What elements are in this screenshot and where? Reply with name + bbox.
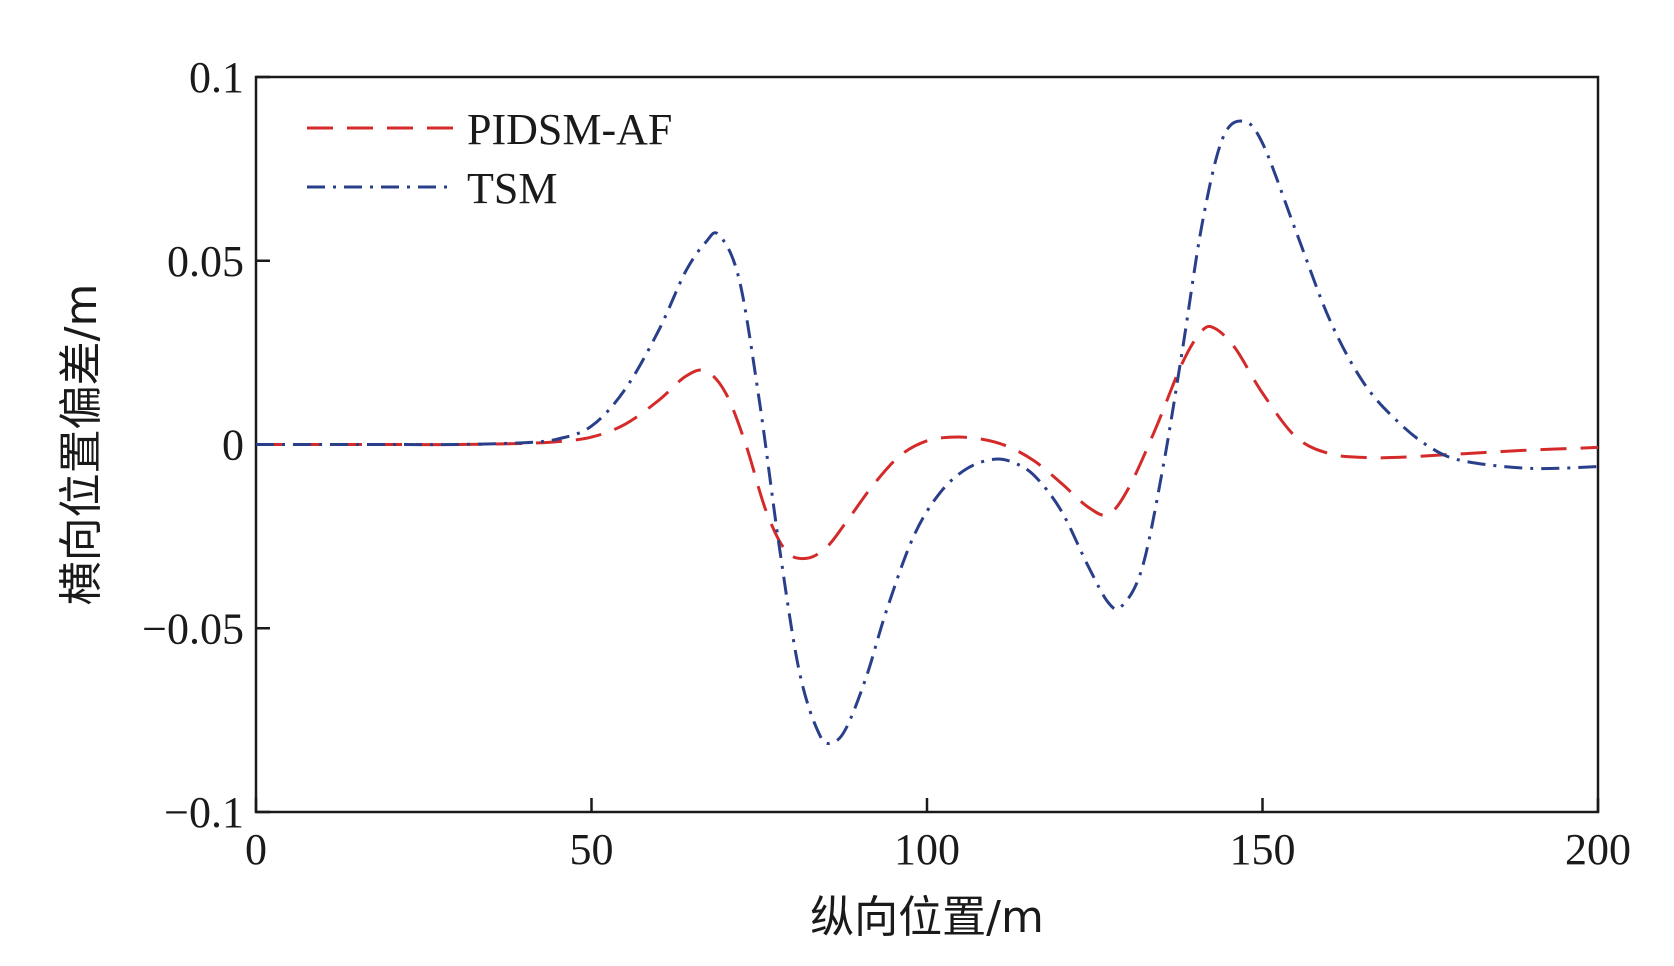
y-axis: 0.1 0.05 0 −0.05 −0.1 [142, 53, 270, 837]
x-tick-label: 50 [570, 825, 614, 874]
y-tick-label: 0.05 [167, 237, 244, 286]
y-tick-label: −0.1 [164, 788, 244, 837]
x-tick-label: 0 [245, 825, 267, 874]
legend-label-tsm: TSM [467, 164, 557, 213]
y-tick-label: 0 [222, 421, 244, 470]
x-axis-title: 纵向位置/m [810, 892, 1044, 943]
legend-label-pidsm-af: PIDSM-AF [467, 105, 672, 154]
x-tick-label: 100 [894, 825, 960, 874]
y-axis-title: 横向位置偏差/m [56, 284, 107, 606]
x-tick-label: 200 [1565, 825, 1631, 874]
x-tick-label: 150 [1230, 825, 1296, 874]
series-line-pidsm-af [256, 324, 1599, 561]
legend: PIDSM-AF TSM [307, 105, 672, 213]
series-layer [256, 119, 1599, 745]
series-line-tsm [256, 119, 1599, 745]
y-tick-label: −0.05 [142, 604, 244, 653]
x-axis: 0 50 100 150 200 [245, 798, 1631, 874]
y-tick-label: 0.1 [189, 53, 244, 102]
